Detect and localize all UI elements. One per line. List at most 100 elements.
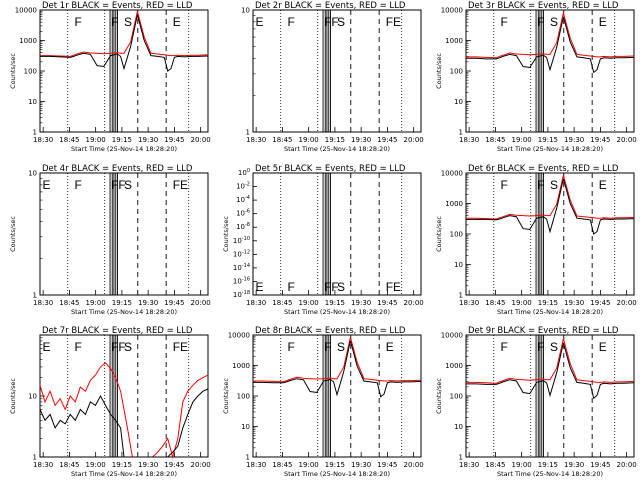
event-label: S [550,15,558,29]
series-lld-red [253,337,422,383]
series-lld-red [40,11,209,57]
x-tick-label: 19:45 [377,461,397,469]
y-tick-label: 1000 [445,37,463,45]
x-tick-label: 19:45 [590,136,610,144]
y-tick-base: 10 [236,210,245,218]
event-label: S [337,15,345,29]
y-axis-label: Counts/sec [222,216,230,252]
x-tick-label: 19:30 [564,136,584,144]
x-tick-label: 19:15 [112,299,132,307]
y-tick-label: 1 [246,129,250,137]
y-tick-label: 10 [241,423,250,431]
panel-title: Det 3r BLACK = Events, RED = LLD [468,1,619,11]
y-tick-exponent: -2 [245,182,250,188]
x-tick-label: 18:30 [33,461,53,469]
event-label: F [537,178,544,192]
y-axis-label: Counts/sec [9,53,17,89]
x-axis-label: Start Time (25-Nov-14 18:28:20) [497,308,603,316]
x-tick-label: 19:30 [351,299,371,307]
panel-title: Det 8r BLACK = Events, RED = LLD [255,326,406,336]
y-tick-label: 10000 [15,7,37,15]
y-tick-label: 1000 [19,37,37,45]
y-tick-label: 10000 [441,332,463,340]
series-lld-red [466,175,635,220]
series-events-black [253,340,422,398]
x-tick-label: 18:45 [272,136,292,144]
y-tick-label: 10-2 [236,182,250,191]
x-axis-label: Start Time (25-Nov-14 18:28:20) [71,470,177,478]
x-tick-label: 18:45 [272,461,292,469]
x-tick-label: 20:00 [404,136,424,144]
x-tick-label: 19:00 [299,299,319,307]
event-label: FE [173,340,188,354]
event-label: F [500,15,507,29]
y-tick-base: 10 [236,223,245,231]
event-label: S [124,340,132,354]
x-axis-label: Start Time (25-Nov-14 18:28:20) [497,145,603,153]
event-label: E [386,340,394,354]
x-tick-label: 18:30 [459,136,479,144]
y-axis-label: Counts/sec [435,53,443,89]
event-label: F [74,178,81,192]
y-tick-label: 10000 [441,7,463,15]
y-tick-label: 10-10 [233,236,250,245]
event-label: S [337,340,345,354]
x-tick-label: 19:30 [138,136,158,144]
y-tick-label: 10 [454,261,463,269]
x-tick-label: 19:30 [351,136,371,144]
y-axis-label: Counts/sec [9,216,17,252]
event-label: FE [386,280,401,294]
x-tick-label: 18:45 [485,461,505,469]
event-label: E [599,178,607,192]
x-tick-label: 19:15 [325,299,345,307]
event-label: S [124,178,132,192]
x-tick-label: 20:00 [191,299,211,307]
y-tick-base: 10 [236,196,245,204]
event-label: S [550,178,558,192]
event-label: E [173,15,181,29]
x-tick-label: 20:00 [617,461,637,469]
x-tick-label: 18:30 [459,461,479,469]
plot-frame [39,172,209,296]
x-tick-label: 19:00 [86,299,106,307]
y-tick-exponent: -8 [245,222,250,228]
y-tick-exponent: -4 [245,195,250,201]
event-label: E [599,15,607,29]
x-tick-label: 19:00 [512,299,532,307]
y-tick-label: 1 [459,292,463,300]
x-tick-label: 18:30 [33,299,53,307]
y-tick-label: 10000 [441,170,463,178]
y-tick-label: 10-16 [233,276,250,285]
event-label: E [256,15,264,29]
x-axis-label: Start Time (25-Nov-14 18:28:20) [71,308,177,316]
x-tick-label: 20:00 [617,136,637,144]
x-tick-label: 19:00 [299,461,319,469]
y-tick-base: 10 [238,169,247,177]
x-tick-label: 18:45 [59,136,79,144]
event-label: E [599,340,607,354]
x-tick-label: 19:15 [325,136,345,144]
y-tick-exponent: -18 [242,290,250,296]
x-tick-label: 20:00 [617,299,637,307]
x-tick-label: 19:00 [512,461,532,469]
event-label: FE [386,15,401,29]
event-label: FF [324,15,339,29]
y-tick-label: 1 [459,454,463,462]
x-tick-label: 19:45 [164,461,184,469]
y-tick-base: 10 [236,183,245,191]
y-tick-label: 100 [450,393,463,401]
x-tick-label: 20:00 [404,461,424,469]
panel-title: Det 1r BLACK = Events, RED = LLD [42,1,193,11]
event-label: FF [111,340,126,354]
x-axis-label: Start Time (25-Nov-14 18:28:20) [284,145,390,153]
y-tick-exponent: 0 [247,168,250,174]
event-label: F [287,340,294,354]
x-tick-label: 19:15 [112,136,132,144]
x-tick-label: 19:00 [86,461,106,469]
x-tick-label: 18:45 [485,299,505,307]
x-tick-label: 19:15 [325,461,345,469]
y-tick-base: 10 [233,291,242,299]
